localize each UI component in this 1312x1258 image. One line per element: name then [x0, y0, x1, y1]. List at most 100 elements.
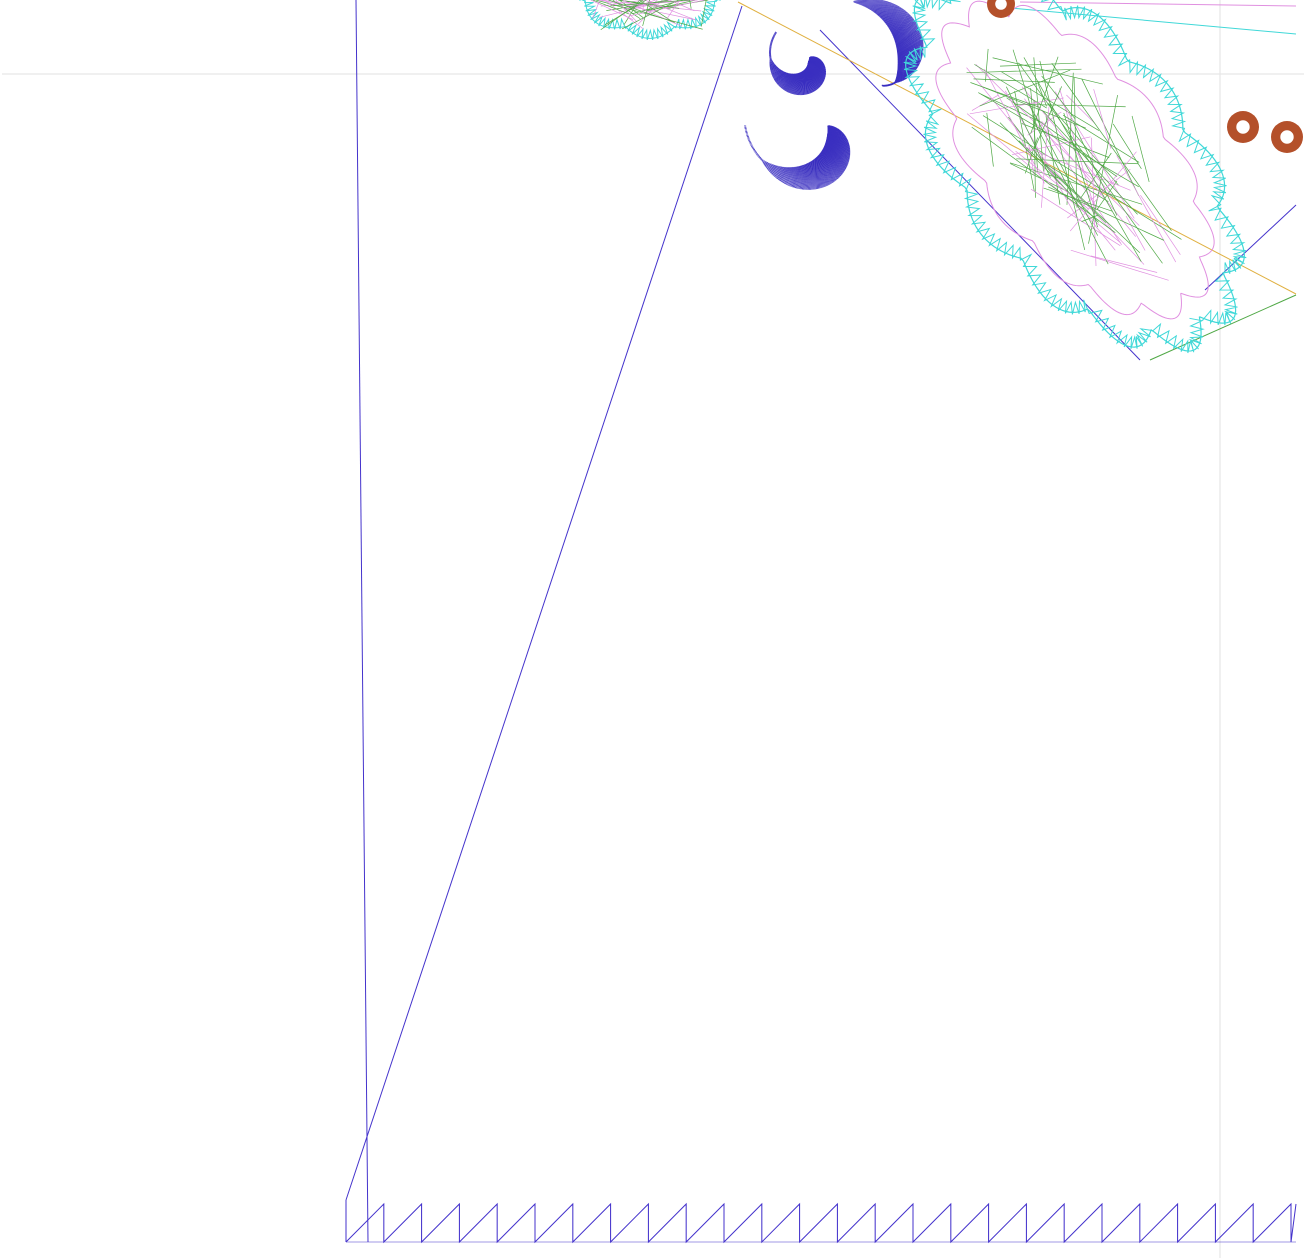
spiral-large: [815, 157, 818, 189]
fill-stitch: [986, 112, 994, 167]
spiral-small: [769, 65, 777, 68]
fill-stitch: [1073, 77, 1078, 208]
spiral-large: [816, 156, 821, 189]
spiral-tail: [894, 80, 899, 83]
spiral-small: [773, 71, 786, 80]
spiral-tail: [891, 9, 905, 33]
spiral-large: [799, 163, 807, 190]
spiral-large: [791, 165, 801, 188]
spiral-tail: [889, 7, 902, 31]
spiral-small: [774, 31, 777, 34]
spiral-small: [769, 45, 772, 48]
spiral-large: [820, 151, 831, 185]
fill-stitch: [1033, 121, 1109, 265]
spiral-large: [824, 143, 845, 172]
spiral-tail: [890, 8, 904, 32]
fill-stitch: [1041, 120, 1137, 237]
fill-stitch: [689, 0, 692, 9]
spiral-large: [823, 146, 842, 177]
spiral-tail: [897, 39, 924, 55]
spiral-large: [756, 154, 759, 156]
fill-stitch: [999, 122, 1099, 223]
spiral-tail: [895, 79, 900, 83]
spiral-small: [783, 73, 796, 91]
spiral-tail: [897, 43, 924, 58]
spiral-large: [798, 163, 807, 190]
fill-stitch: [971, 94, 999, 111]
spiral-tail: [892, 13, 909, 37]
fill-stitch: [1023, 145, 1131, 191]
spiral-large: [793, 165, 803, 188]
spiral-small: [792, 72, 801, 95]
spiral-tail: [895, 78, 902, 82]
zigzag-base-row: [345, 1202, 1297, 1244]
spiral-large: [823, 147, 839, 179]
spiral-tail: [895, 25, 919, 47]
spiral-tail: [897, 66, 918, 69]
fill-stitch: [1093, 89, 1112, 149]
fill-stitch: [600, 0, 645, 7]
spiral-tail: [896, 76, 906, 80]
spiral-small: [770, 41, 773, 43]
spiral-tail: [896, 27, 920, 48]
spiral-small: [779, 73, 793, 88]
spiral-tail: [896, 75, 907, 79]
spiral-tail: [896, 76, 905, 81]
spiral-tail: [876, 0, 879, 15]
spiral-large: [788, 166, 799, 186]
fill-stitch: [592, 0, 601, 19]
spiral-tail: [886, 4, 896, 26]
spiral-small: [774, 72, 788, 82]
spiral-large: [817, 156, 822, 189]
spiral-tail: [897, 41, 924, 57]
spiral-small: [777, 73, 791, 85]
spiral-tail: [882, 1, 888, 21]
spiral-large: [822, 148, 837, 181]
spiral-large: [773, 166, 783, 177]
spiral-tail: [894, 18, 914, 41]
jump-stitches: [345, 0, 1297, 1243]
spiral-large: [760, 158, 763, 161]
spiral-large: [781, 166, 793, 183]
spiral-tail: [897, 57, 922, 65]
spiral-tail: [886, 3, 895, 26]
spiral-small: [769, 47, 772, 50]
spiral-small: [769, 44, 772, 46]
spiral-tail: [896, 35, 923, 53]
spiral-tail: [883, 1, 890, 22]
spiral-small: [773, 33, 776, 36]
spiral-large: [815, 157, 817, 190]
fill-stitch: [1081, 214, 1099, 222]
spiral-tail: [897, 71, 914, 74]
spiral-tail: [859, 0, 862, 6]
spiral-tail: [888, 5, 899, 29]
satin-border: [905, 0, 1245, 352]
fill-stitch: [1062, 114, 1140, 163]
spiral-large: [774, 166, 784, 178]
top-left-scallop-motif: [579, 0, 721, 41]
spiral-small: [769, 63, 775, 65]
spiral-tail: [872, 0, 874, 12]
fill-stitch: [1028, 144, 1035, 176]
fill-stitch: [1051, 63, 1172, 231]
spiral-large: [780, 167, 791, 183]
spiral-tail: [895, 77, 905, 81]
spiral-large: [824, 144, 844, 173]
spiral-large: [812, 159, 815, 190]
spiral-small: [769, 64, 776, 67]
spiral-large: [805, 161, 811, 190]
spiral-large: [819, 153, 827, 187]
fill-stitch: [992, 57, 1103, 85]
spiral-small: [771, 38, 774, 41]
spiral-large: [784, 166, 796, 185]
spiral-large: [811, 159, 814, 190]
spiral-tail: [878, 0, 882, 17]
spiral-tail: [897, 71, 914, 74]
spiral-tail: [897, 63, 920, 68]
spiral-small: [787, 73, 799, 93]
spiral-tail: [896, 33, 922, 52]
fill-stitch: [1125, 215, 1146, 251]
spiral-tail: [897, 40, 924, 56]
spiral-small: [771, 70, 783, 76]
